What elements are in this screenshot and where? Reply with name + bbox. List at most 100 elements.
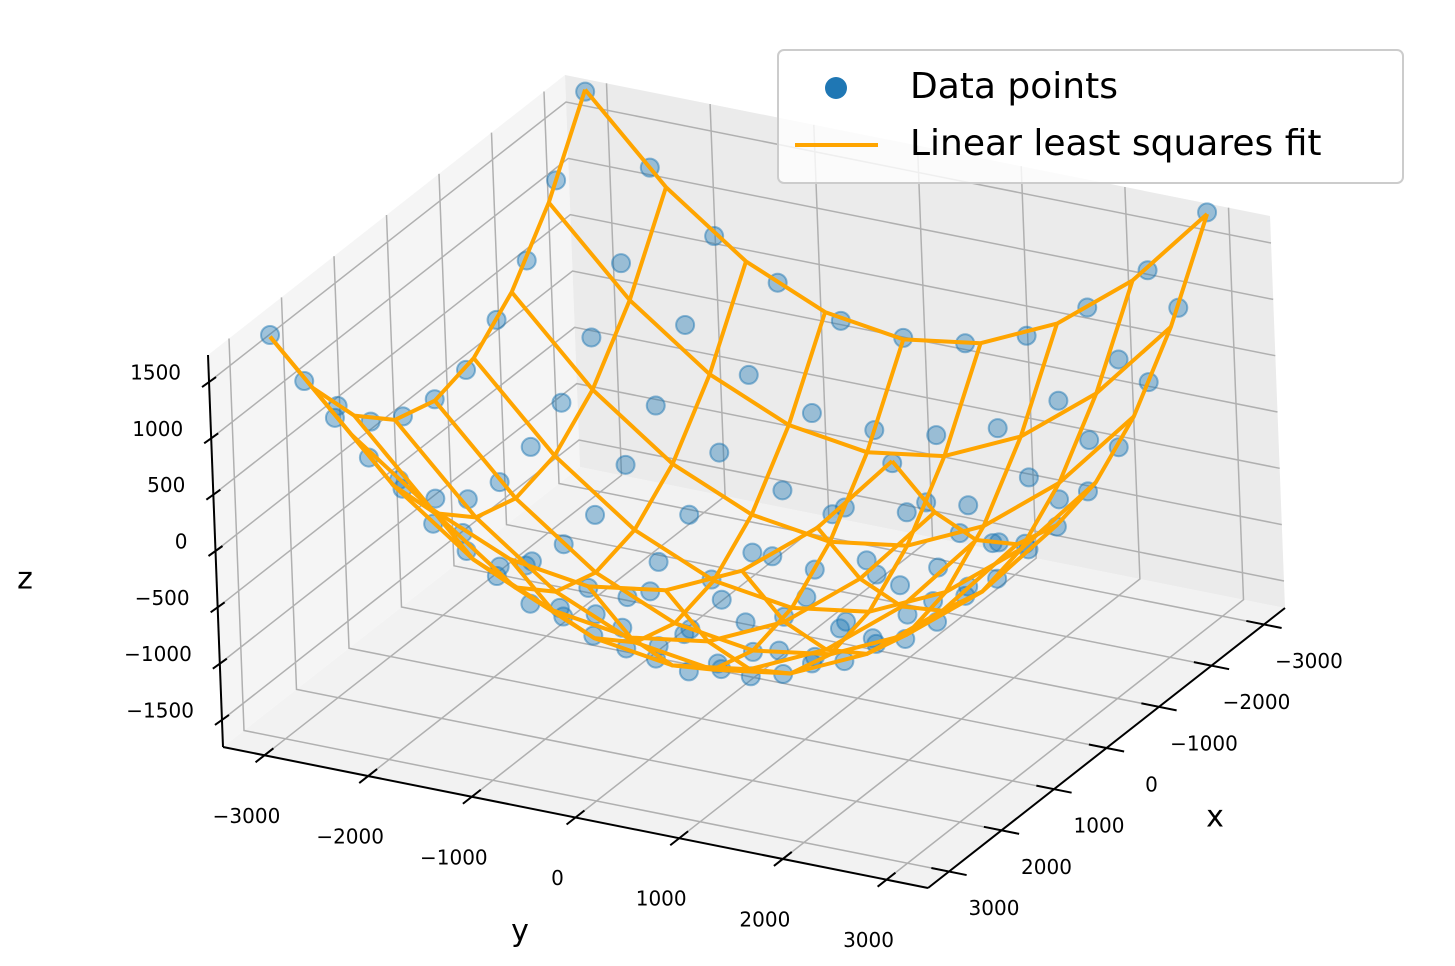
z-tick (212, 657, 228, 670)
y-tick (876, 871, 897, 888)
data-point (456, 359, 477, 380)
grid-line (280, 297, 1002, 832)
data-point (1108, 349, 1129, 370)
grid-line (264, 83, 623, 756)
grid-line (886, 207, 1245, 881)
data-point (425, 488, 446, 509)
z-tick (203, 432, 219, 445)
y-tick (669, 830, 689, 847)
data-point (801, 403, 822, 424)
data-point (711, 589, 732, 610)
data-point (679, 504, 700, 525)
z-tick-label: −1000 (124, 642, 192, 666)
x-tick (1246, 619, 1282, 629)
y-tick-label: 2000 (739, 907, 790, 931)
data-point (704, 226, 725, 247)
data-point (856, 550, 877, 571)
data-point (615, 454, 636, 475)
data-point (551, 392, 572, 413)
wire-line (268, 88, 588, 422)
z-tick-label: 1500 (130, 361, 181, 385)
x-tick-label: 2000 (1021, 855, 1072, 879)
grid-line (490, 132, 1212, 667)
x-tick-label: −1000 (1170, 731, 1238, 755)
grid-line (385, 214, 1107, 749)
y-tick (254, 747, 275, 764)
wireframe-series (268, 88, 1210, 676)
data-point (709, 442, 730, 463)
data-point (772, 480, 793, 501)
y-tick-label: 1000 (636, 887, 687, 911)
wire-line (429, 260, 748, 594)
z-tick-label: 0 (175, 530, 188, 554)
x-tick-label: −3000 (1275, 649, 1343, 673)
grid-line (333, 256, 1055, 790)
y-tick-label: 3000 (843, 928, 894, 952)
x-tick (1193, 661, 1230, 671)
data-point (675, 314, 696, 335)
y-tick (462, 788, 482, 805)
wire-line (664, 342, 983, 676)
wire-line (740, 322, 1059, 656)
wire-line (586, 338, 906, 672)
x-tick (1141, 702, 1177, 712)
grid-line (228, 338, 950, 873)
data-point (1137, 260, 1158, 281)
data-point (890, 575, 911, 596)
data-point (1079, 430, 1100, 451)
y-axis-label: y (511, 914, 529, 949)
data-point (1048, 390, 1069, 411)
data-point (738, 364, 759, 385)
x-tick (931, 867, 967, 877)
grid-line (208, 101, 1272, 383)
wire-line (815, 279, 1135, 613)
data-point (520, 436, 541, 457)
x-tick-label: −2000 (1223, 690, 1291, 714)
wire-line (508, 311, 828, 645)
y-tick (358, 768, 378, 784)
grid-line (543, 91, 1265, 626)
legend-marker (825, 77, 847, 99)
y-tick-label: −3000 (213, 804, 281, 828)
data-point (987, 418, 1008, 439)
data-point (958, 495, 979, 516)
data-point (581, 327, 602, 348)
x-tick (1088, 743, 1125, 753)
z-tick-label: −1500 (126, 698, 194, 722)
x-tick (1036, 784, 1072, 794)
z-tick-label: 1000 (132, 417, 183, 441)
x-tick-label: 0 (1145, 773, 1158, 797)
data-point (742, 542, 763, 563)
z-tick-label: 500 (147, 473, 185, 497)
data-point (645, 395, 666, 416)
y-tick (565, 809, 586, 826)
x-tick-label: 3000 (969, 896, 1020, 920)
y-tick (773, 851, 793, 867)
x-tick (983, 825, 1020, 835)
z-tick (207, 545, 224, 557)
y-tick-label: −2000 (316, 825, 384, 849)
grid-line (219, 382, 1282, 665)
wire-line (349, 186, 668, 520)
x-axis-label: x (1206, 800, 1224, 835)
data-point (585, 504, 606, 525)
z-tick (201, 376, 217, 388)
z-tick (210, 601, 226, 614)
grid-line (210, 157, 1274, 439)
z-axis-label: z (17, 562, 33, 597)
z-tick (214, 714, 230, 726)
legend-label: Linear least squares fit (910, 123, 1322, 164)
legend-box (777, 49, 1404, 184)
y-tick-label: −1000 (420, 845, 488, 869)
data-point (1018, 467, 1039, 488)
wire-line (890, 213, 1210, 547)
x-tick-label: 1000 (1074, 814, 1125, 838)
z-tick-label: −500 (135, 586, 190, 610)
y-tick-label: 0 (551, 866, 564, 890)
data-point (648, 551, 669, 572)
grid-line (438, 173, 1160, 708)
data-point (926, 425, 947, 446)
legend: Data points Linear least squares fit (777, 49, 1404, 184)
data-point (611, 253, 632, 274)
